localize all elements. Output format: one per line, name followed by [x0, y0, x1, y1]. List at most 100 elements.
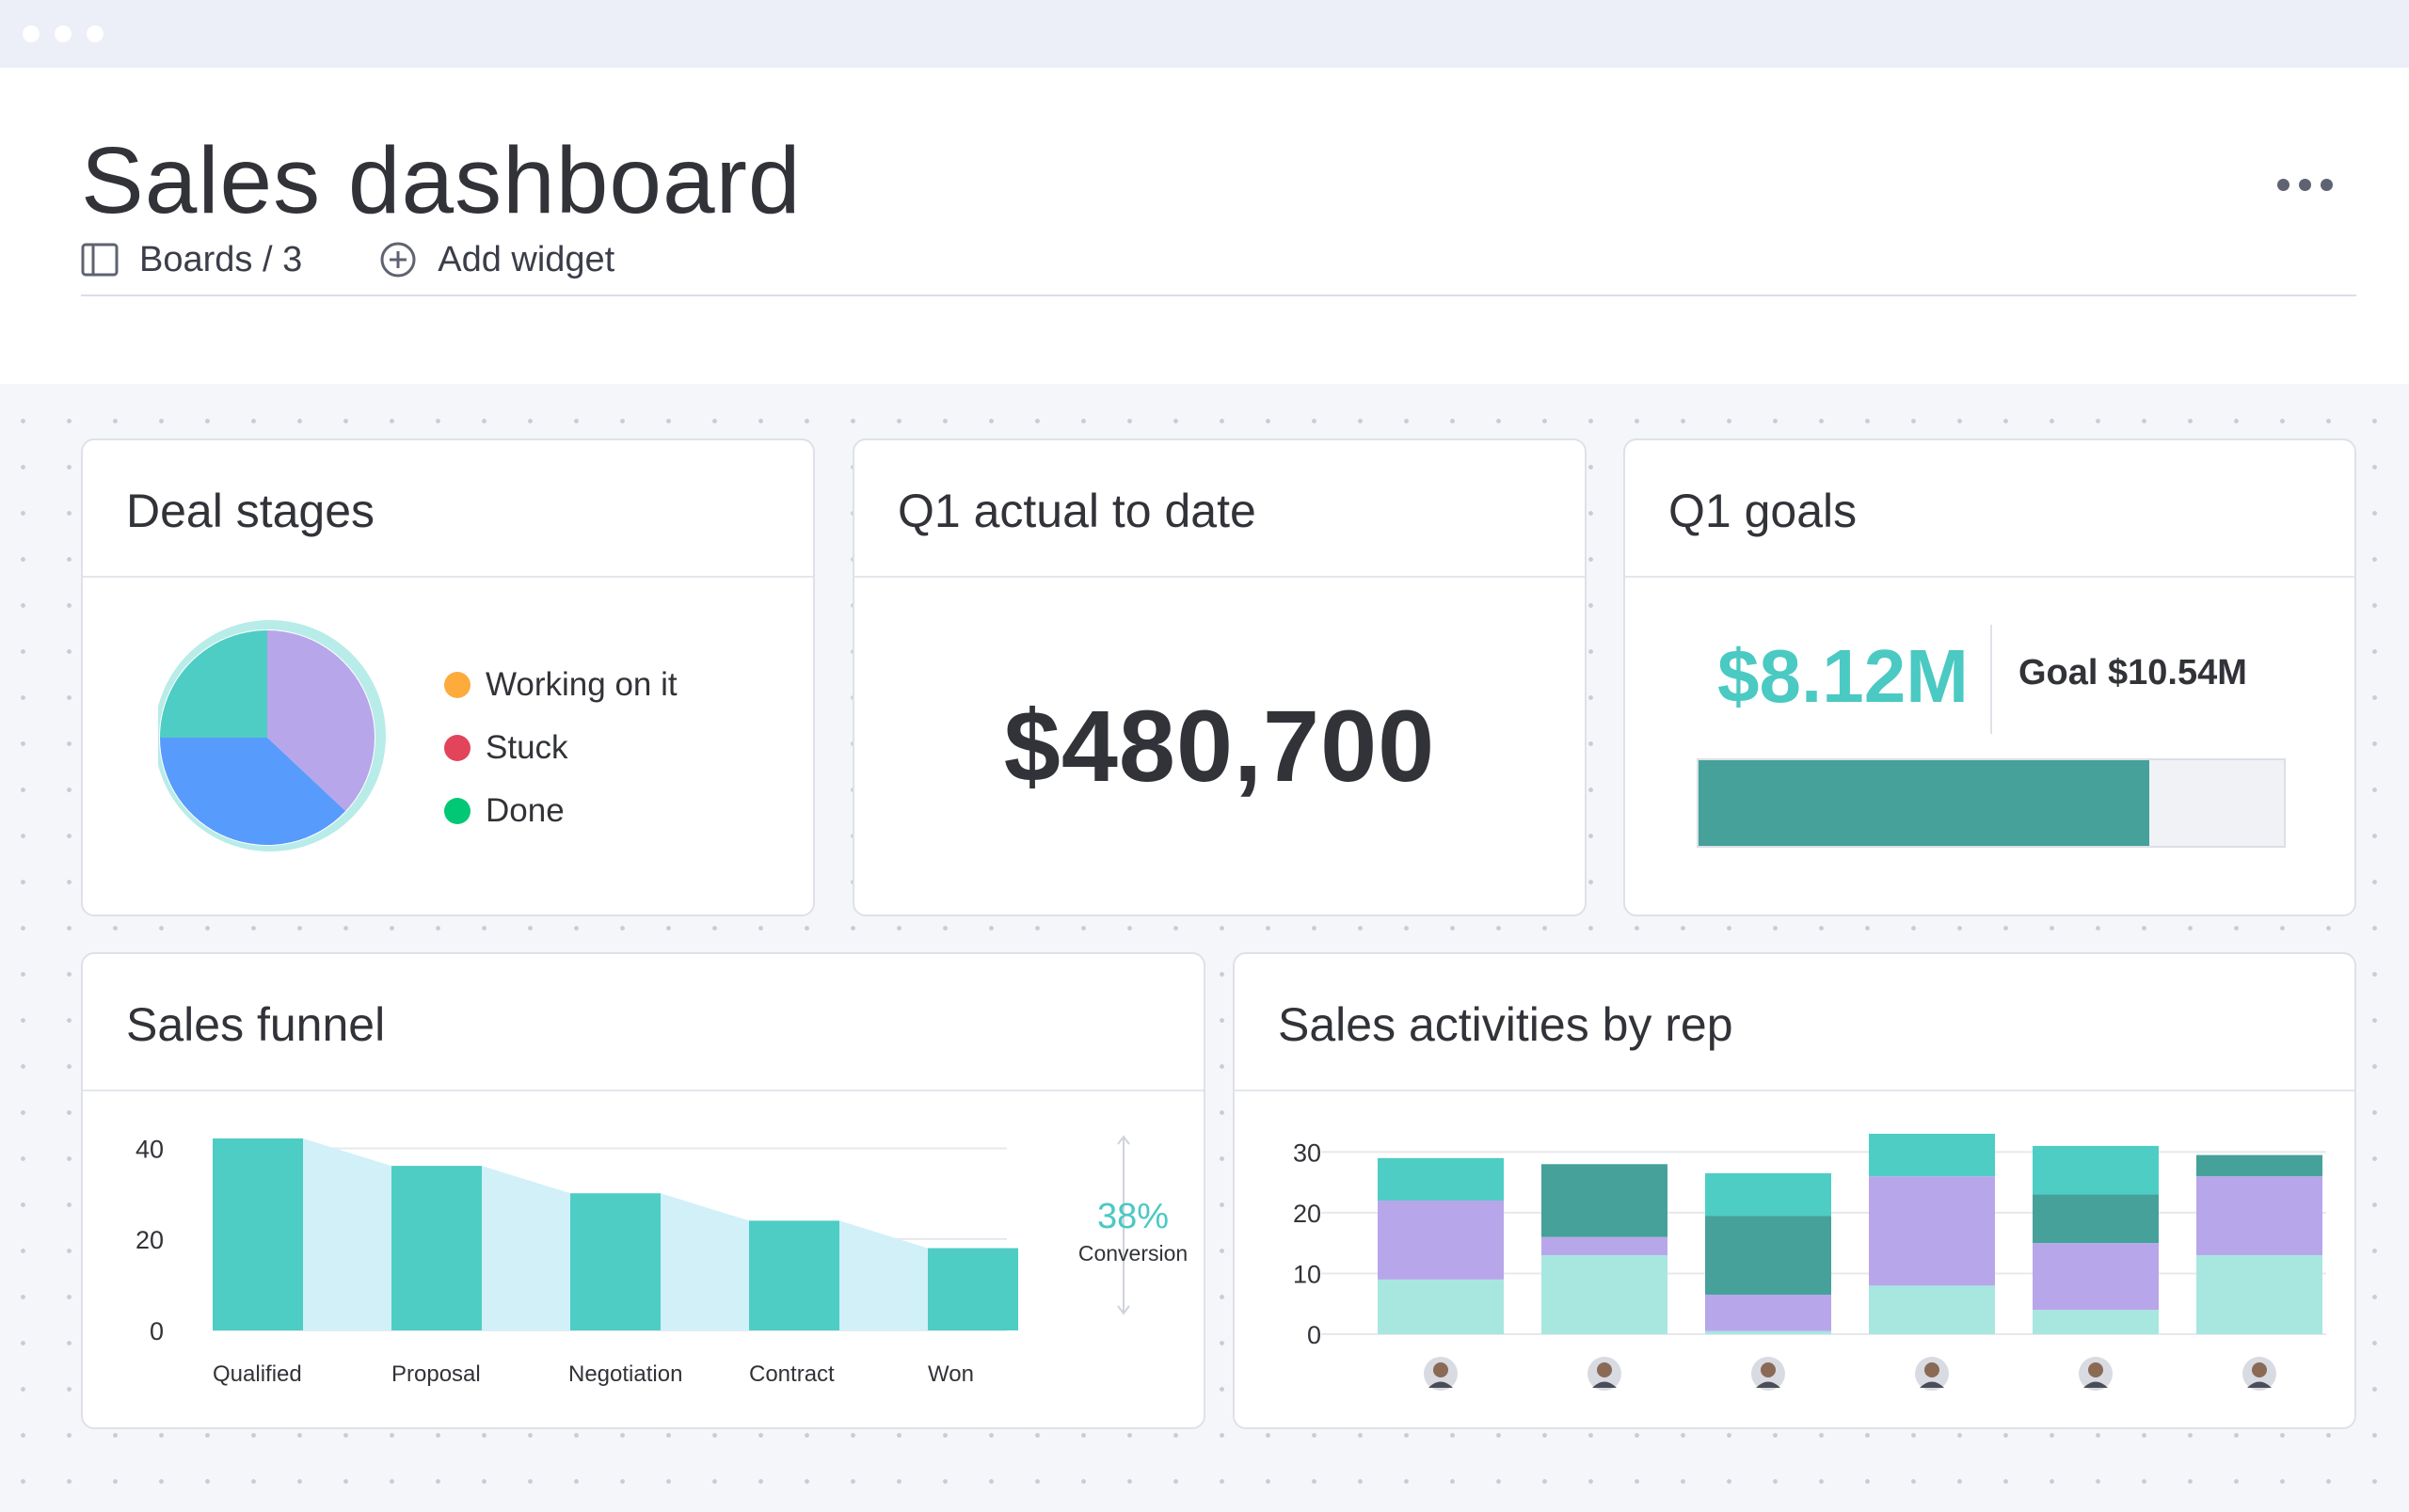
boards-icon	[81, 243, 119, 277]
stacked-bar-segment	[2196, 1176, 2322, 1256]
sales-activities-chart: 0 10 20 30	[1293, 1134, 2326, 1391]
boards-label: Boards / 3	[139, 239, 303, 279]
q1-actual-widget[interactable]: Q1 actual to date $480,700	[853, 438, 1587, 916]
avatar-body-icon	[2083, 1381, 2108, 1388]
legend-item: Stuck	[444, 716, 678, 779]
funnel-bar	[749, 1220, 839, 1330]
goal-progress-fill	[1699, 760, 2149, 846]
pie-slice	[160, 630, 267, 738]
stacked-bar-segment	[1541, 1255, 1667, 1334]
pie-legend: Working on it Stuck Done	[444, 653, 678, 842]
q1-goals-widget[interactable]: Q1 goals $8.12M Goal $10.54M	[1623, 438, 2356, 916]
stacked-bar-segment	[2033, 1310, 2159, 1334]
conversion-arrow-icon	[1117, 1135, 1130, 1315]
legend-label: Done	[486, 791, 565, 829]
more-options-icon[interactable]	[2277, 166, 2353, 203]
y-tick-label: 0	[150, 1317, 164, 1345]
legend-item: Working on it	[444, 653, 678, 716]
legend-label: Stuck	[486, 728, 568, 766]
window-dot-1[interactable]	[23, 25, 40, 42]
avatar-head-icon	[2088, 1362, 2103, 1377]
widget-title: Q1 goals	[1668, 485, 1858, 537]
x-tick-label: Won	[928, 1361, 974, 1387]
stacked-bar-segment	[1378, 1157, 1504, 1201]
stacked-bar-segment	[1705, 1172, 1831, 1217]
avatar-body-icon	[2247, 1381, 2272, 1388]
stacked-bar-segment	[2033, 1243, 2159, 1311]
funnel-bar	[213, 1138, 303, 1330]
stacked-bar-segment	[1869, 1176, 1995, 1286]
stacked-bar-segment	[2033, 1145, 2159, 1195]
deal-stages-pie-chart	[158, 620, 386, 851]
avatar-body-icon	[1428, 1381, 1453, 1388]
conversion-label: Conversion	[1077, 1241, 1189, 1265]
y-tick-label: 40	[136, 1136, 164, 1164]
dashboard-canvas: Deal stages Working on it Stuck Done Q1 …	[0, 384, 2409, 1512]
x-tick-label: Contract	[749, 1361, 835, 1387]
conversion-percent: 38%	[1096, 1197, 1170, 1236]
window-dot-3[interactable]	[87, 25, 104, 42]
avatar-head-icon	[2252, 1362, 2267, 1377]
pie-slice	[160, 738, 346, 845]
legend-label: Working on it	[486, 665, 678, 703]
x-tick-label: Negotiation	[568, 1361, 682, 1387]
avatar-head-icon	[1597, 1362, 1612, 1377]
stacked-bar-segment	[1869, 1134, 1995, 1177]
add-widget-button[interactable]: Add widget	[379, 240, 614, 280]
widget-title: Q1 actual to date	[898, 485, 1256, 537]
y-tick-label: 20	[136, 1226, 164, 1254]
widget-header	[854, 440, 1585, 578]
stacked-bar-segment	[2033, 1194, 2159, 1244]
goal-progress-bar	[1697, 758, 2286, 848]
legend-dot	[444, 734, 471, 761]
avatar-head-icon	[1433, 1362, 1448, 1377]
deal-stages-widget[interactable]: Deal stages Working on it Stuck Done	[81, 438, 815, 916]
stacked-bar-segment	[2196, 1255, 2322, 1334]
funnel-bar	[391, 1166, 482, 1330]
sales-activities-widget[interactable]: Sales activities by rep 0 10 20 30	[1233, 952, 2356, 1429]
stacked-bar-segment	[1869, 1285, 1995, 1334]
widget-title: Deal stages	[126, 485, 375, 537]
legend-dot	[444, 797, 471, 824]
avatar-body-icon	[1756, 1381, 1780, 1388]
funnel-bar	[570, 1193, 661, 1330]
widget-header	[1235, 954, 2354, 1091]
avatar-head-icon	[1761, 1362, 1776, 1377]
dashboard-toolbar: Boards / 3 Add widget	[81, 231, 614, 288]
boards-button[interactable]: Boards / 3	[81, 240, 302, 280]
avatar-body-icon	[1920, 1381, 1944, 1388]
funnel-bar	[928, 1248, 1018, 1330]
page-title: Sales dashboard	[81, 128, 802, 233]
goal-divider	[1990, 625, 1992, 734]
x-tick-label: Qualified	[213, 1361, 302, 1387]
widget-header	[83, 954, 1204, 1091]
legend-item: Done	[444, 779, 678, 842]
widget-header	[83, 440, 813, 578]
add-circle-icon	[380, 242, 416, 278]
widget-header	[1625, 440, 2354, 578]
avatar-body-icon	[1592, 1381, 1617, 1388]
add-widget-label: Add widget	[438, 239, 615, 279]
goal-target-label: Goal $10.54M	[2018, 653, 2247, 692]
stacked-bar-segment	[1705, 1330, 1831, 1334]
y-tick-label: 30	[1293, 1138, 1321, 1167]
y-tick-label: 0	[1307, 1321, 1321, 1349]
stacked-bar-segment	[1705, 1216, 1831, 1296]
y-tick-label: 20	[1293, 1200, 1321, 1228]
stacked-bar-segment	[1541, 1236, 1667, 1256]
window-dot-2[interactable]	[55, 25, 72, 42]
dashboard-header: Sales dashboard	[0, 68, 2409, 384]
stacked-bar-segment	[1705, 1295, 1831, 1331]
avatar-head-icon	[1924, 1362, 1939, 1377]
x-tick-label: Proposal	[391, 1361, 481, 1387]
stacked-bar-segment	[1541, 1164, 1667, 1237]
stacked-bar-segment	[1378, 1201, 1504, 1280]
q1-actual-value: $480,700	[1003, 689, 1436, 803]
legend-dot	[444, 671, 471, 698]
toolbar-divider	[81, 294, 2356, 296]
goal-current-amount: $8.12M	[1717, 634, 1969, 718]
widget-title: Sales activities by rep	[1278, 998, 1733, 1051]
widget-title: Sales funnel	[126, 998, 386, 1051]
sales-funnel-widget[interactable]: Sales funnel 0 20 40 Qualified Proposal Negot…	[81, 952, 1205, 1429]
y-tick-label: 10	[1293, 1260, 1321, 1288]
